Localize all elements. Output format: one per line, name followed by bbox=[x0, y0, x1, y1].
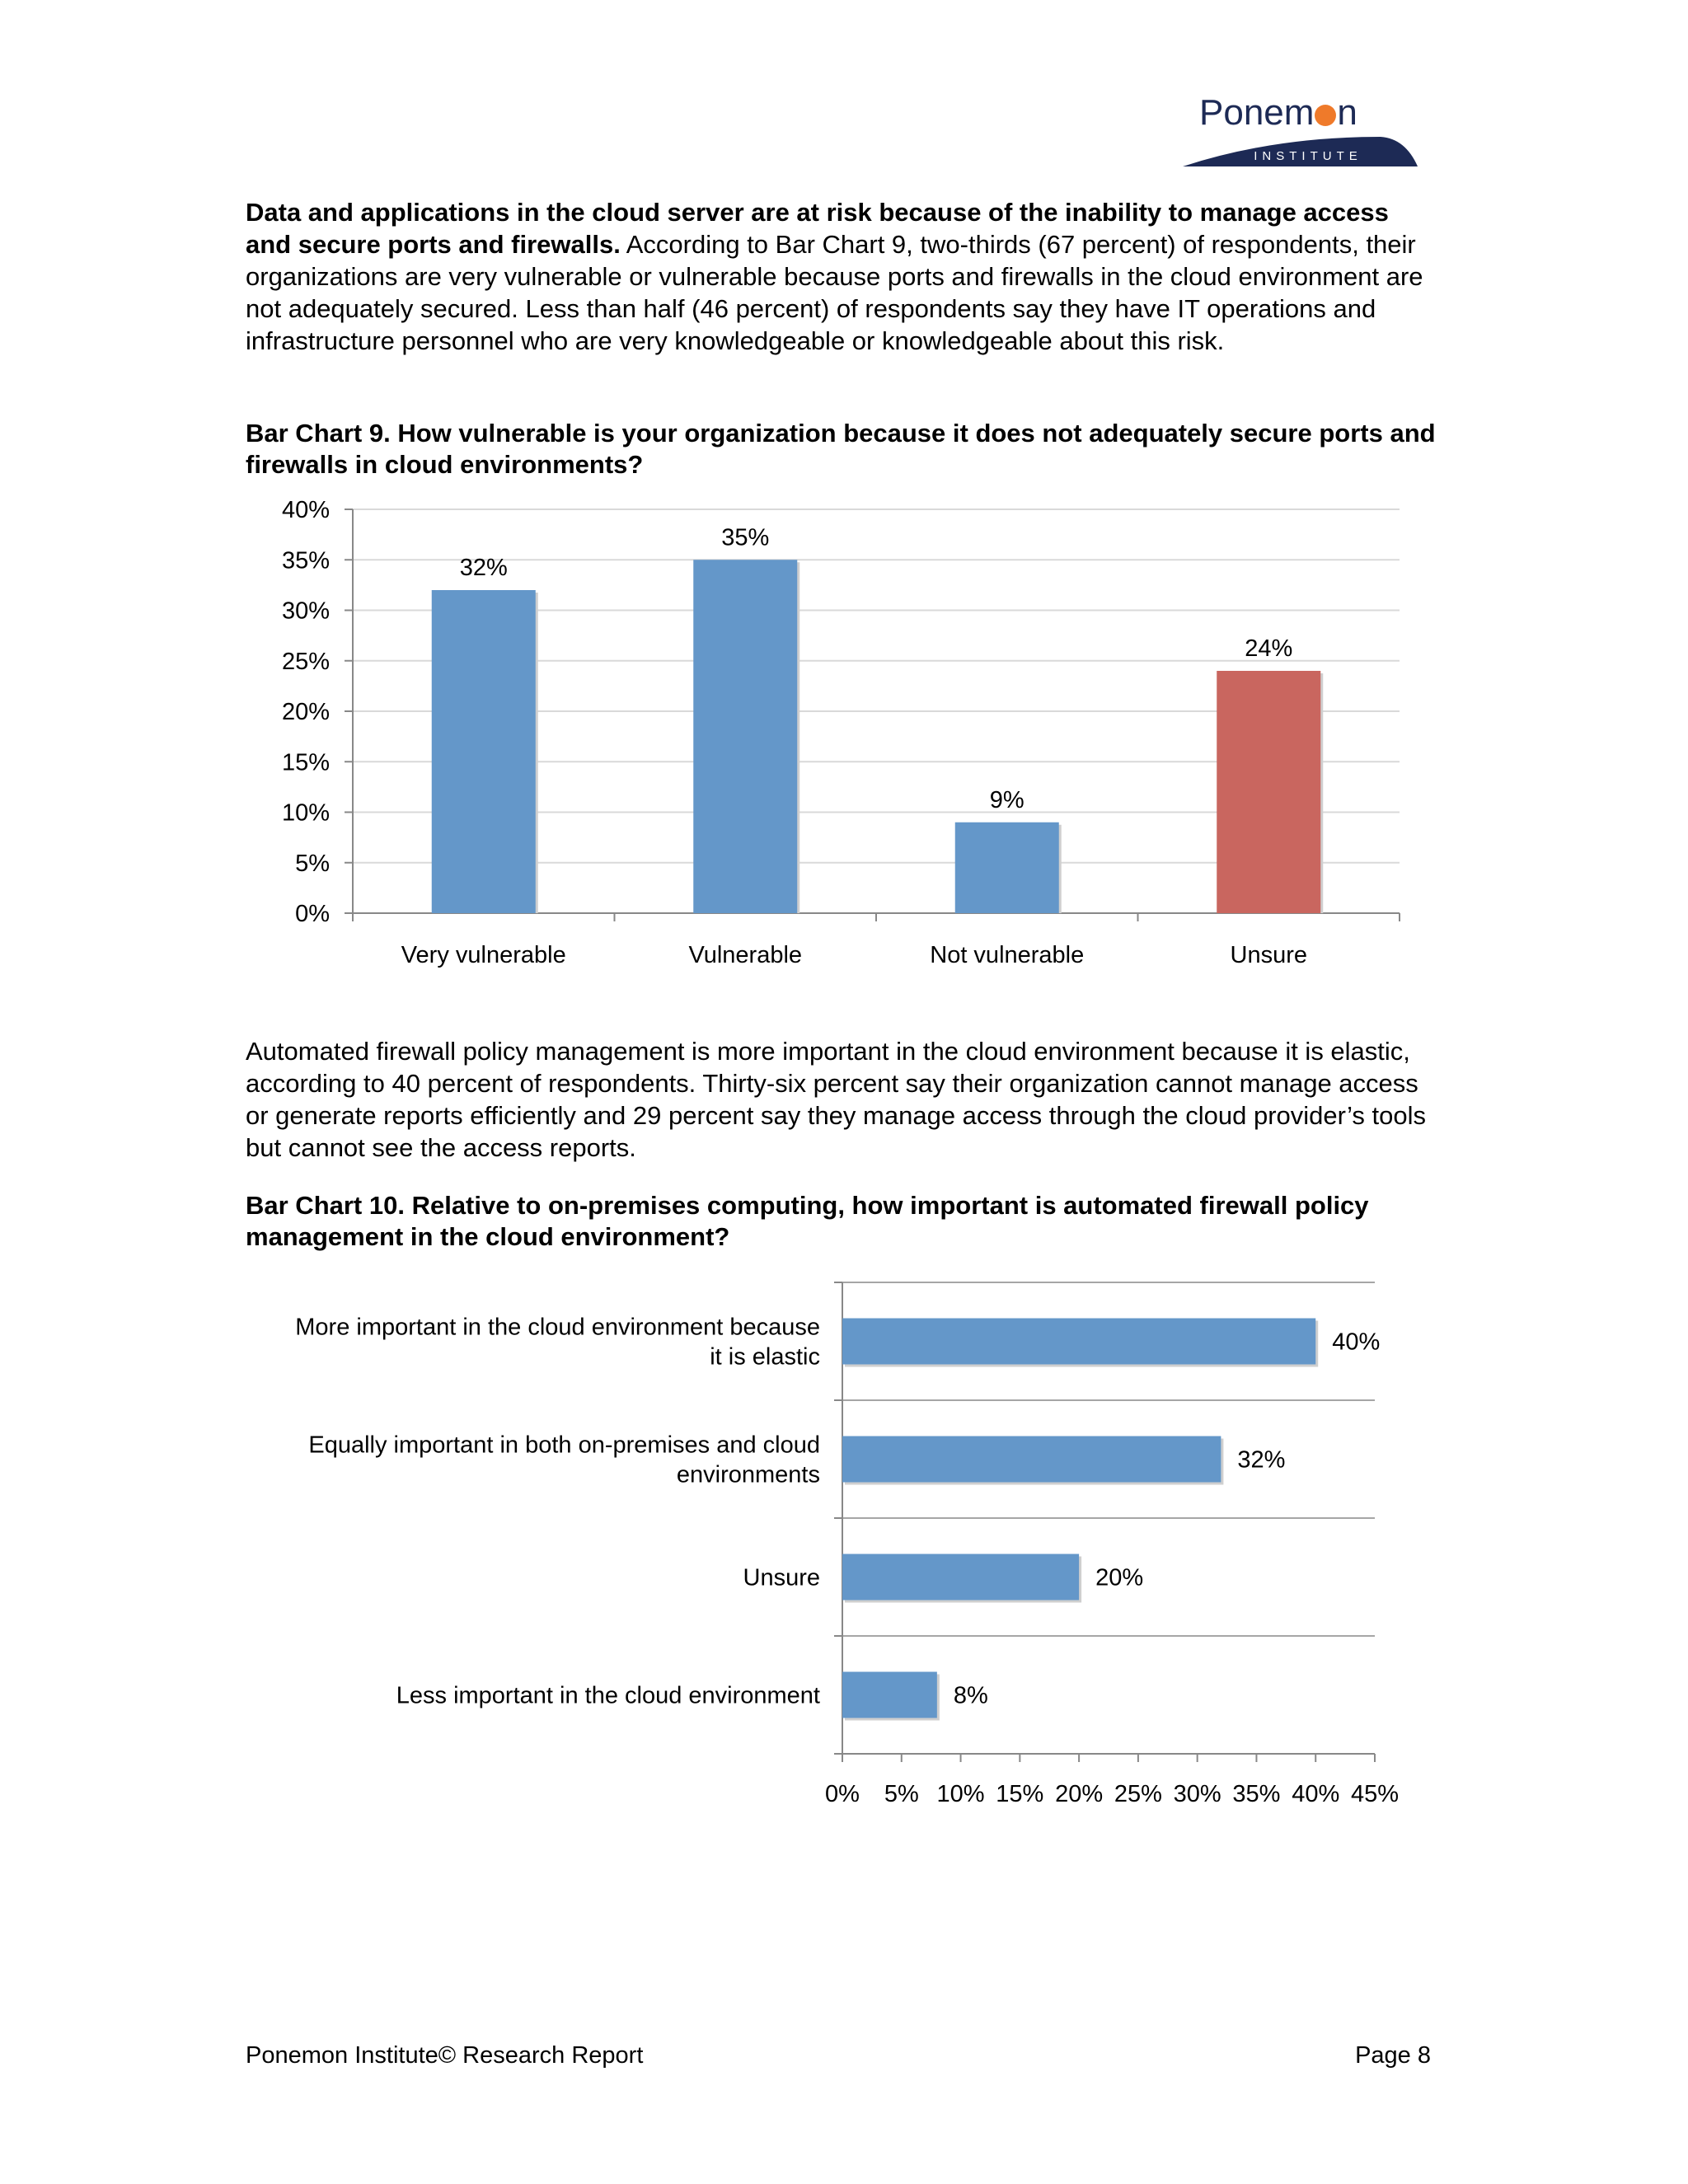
chart9-data-label: 9% bbox=[990, 787, 1025, 813]
chart9-y-tick-label: 0% bbox=[295, 901, 330, 927]
chart9-y-tick-label: 40% bbox=[282, 497, 330, 523]
chart9-category-label: Not vulnerable bbox=[930, 942, 1084, 968]
intro-bold-lead: Data and applications in the cloud serve… bbox=[246, 198, 1389, 259]
chart9-data-label: 35% bbox=[721, 524, 769, 551]
chart9-y-tick-label: 30% bbox=[282, 598, 330, 625]
chart10-x-tick-label: 20% bbox=[1055, 1781, 1103, 1807]
chart10-horizontal-bar-chart: 0% 5% 10% 15% 20% 25% 30% 35% 40% 45% 40% More impo… bbox=[295, 1282, 1399, 1807]
chart10-bar bbox=[842, 1436, 1221, 1483]
chart9-y-tick-label: 25% bbox=[282, 649, 330, 675]
chart9-bar bbox=[693, 560, 798, 913]
chart10-category-label: Less important in the cloud environment bbox=[396, 1683, 820, 1709]
intro-text: According to Bar Chart 9, two-thirds (67… bbox=[246, 230, 1423, 355]
chart10-x-tick-label: 30% bbox=[1174, 1781, 1221, 1807]
paragraph-2: Automated firewall policy management is … bbox=[246, 1037, 1427, 1162]
chart10-x-tick-label: 40% bbox=[1292, 1781, 1339, 1807]
chart10-x-tick-label: 45% bbox=[1351, 1781, 1399, 1807]
logo-swoosh: INSTITUTE bbox=[1183, 137, 1418, 166]
chart10-data-label: 8% bbox=[954, 1683, 988, 1709]
logo-wordmark: Ponem n bbox=[1199, 92, 1357, 133]
chart10-data-label: 40% bbox=[1332, 1329, 1380, 1356]
chart10-category-label: Equally important in both on-premises an… bbox=[308, 1432, 820, 1459]
chart9-y-tick-label: 10% bbox=[282, 800, 330, 827]
chart10-data-label: 20% bbox=[1095, 1565, 1143, 1591]
chart9-bar bbox=[431, 590, 536, 913]
chart9-category-label: Vulnerable bbox=[688, 942, 802, 968]
chart10-x-tick-label: 10% bbox=[937, 1781, 985, 1807]
chart9-data-label: 24% bbox=[1245, 635, 1292, 662]
footer-left: Ponemon Institute© Research Report bbox=[246, 2042, 644, 2069]
chart9-category-label: Unsure bbox=[1231, 942, 1308, 968]
chart9-y-tick-label: 35% bbox=[282, 547, 330, 574]
ponemon-logo: Ponem n INSTITUTE bbox=[1183, 92, 1418, 166]
chart9-bar bbox=[1217, 671, 1321, 913]
chart9-data-label: 32% bbox=[460, 555, 508, 581]
chart9-vertical-bar-chart: 0% 5% 10% 15% 20% 25% 30% 35% 40% 32% Very vulnera… bbox=[282, 497, 1400, 968]
logo-orange-dot bbox=[1315, 105, 1337, 126]
chart10-x-tick-label: 5% bbox=[884, 1781, 919, 1807]
chart9-y-tick-label: 20% bbox=[282, 699, 330, 725]
chart10-category-label: Unsure bbox=[743, 1565, 821, 1591]
chart10-x-tick-label: 15% bbox=[996, 1781, 1043, 1807]
chart10-title: Bar Chart 10. Relative to on-premises co… bbox=[246, 1191, 1369, 1251]
chart9-category-label: Very vulnerable bbox=[401, 942, 566, 968]
chart10-data-label: 32% bbox=[1237, 1447, 1285, 1474]
chart9-y-tick-label: 5% bbox=[295, 851, 330, 877]
chart10-x-tick-label: 0% bbox=[825, 1781, 860, 1807]
chart9-bar bbox=[954, 822, 1059, 913]
chart10-x-tick-label: 35% bbox=[1232, 1781, 1280, 1807]
chart10-category-label: More important in the cloud environment … bbox=[295, 1315, 820, 1341]
chart10-x-tick-label: 25% bbox=[1114, 1781, 1162, 1807]
chart10-bar bbox=[842, 1671, 937, 1718]
chart9-title: Bar Chart 9. How vulnerable is your orga… bbox=[246, 419, 1436, 479]
chart9-y-tick-label: 15% bbox=[282, 749, 330, 776]
chart10-category-label: environments bbox=[677, 1462, 820, 1488]
intro-paragraph: Data and applications in the cloud serve… bbox=[246, 196, 1432, 357]
chart10-bar bbox=[842, 1554, 1080, 1601]
footer-page-number: Page 8 bbox=[1355, 2042, 1431, 2069]
chart10-category-label: it is elastic bbox=[710, 1344, 820, 1371]
svg-text:INSTITUTE: INSTITUTE bbox=[1254, 149, 1362, 163]
chart10-bar bbox=[842, 1318, 1316, 1365]
